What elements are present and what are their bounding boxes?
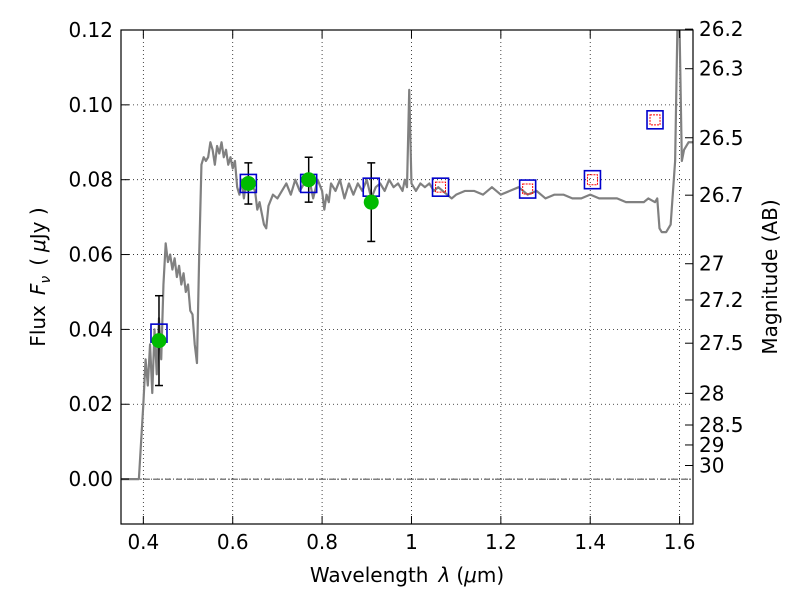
spectrum-line — [121, 30, 693, 481]
y-tick-label: 0.08 — [68, 168, 113, 192]
y-tick-label: 0.00 — [68, 467, 113, 491]
data-layer — [121, 30, 693, 481]
y2-tick-label: 26.5 — [699, 126, 744, 150]
model-square-marker — [431, 177, 450, 197]
y2-tick-label: 27.5 — [699, 331, 744, 355]
y2-tick-label: 30 — [699, 454, 724, 478]
observed-point — [363, 194, 379, 210]
x-tick-label: 1 — [405, 530, 418, 554]
x-tick-label: 0.6 — [217, 530, 249, 554]
x-tick-label: 1.6 — [664, 530, 696, 554]
model-inner-marker — [586, 174, 598, 186]
y2-tick-label: 29 — [699, 433, 724, 457]
y-axis-title: FluxFν(μJy ) — [26, 207, 54, 346]
model-square-marker — [518, 179, 537, 199]
model-inner-marker — [522, 183, 534, 195]
plot-area — [121, 30, 693, 481]
model-inner-marker — [435, 181, 447, 193]
y-tick-label: 0.10 — [68, 93, 113, 117]
y-tick-label: 0.04 — [68, 317, 113, 341]
y2-tick-label: 28.5 — [699, 413, 744, 437]
model-square-marker — [646, 110, 664, 130]
x-tick-label: 0.8 — [306, 530, 338, 554]
y-tick-label: 0.12 — [68, 18, 113, 42]
x-tick-label: 1.4 — [574, 530, 606, 554]
observed-point — [240, 175, 256, 191]
y2-tick-label: 28 — [699, 381, 724, 405]
plot-frame — [120, 29, 694, 525]
model-square-marker — [239, 173, 258, 194]
y2-axis-title: Magnitude (AB) — [758, 199, 782, 354]
y2-tick-label: 26.3 — [699, 57, 744, 81]
y2-tick-label: 26.7 — [699, 183, 744, 207]
axis-layer: 0.4 0.6 0.8 1 1.2 1.4 1.6 0.00 0.02 0.04 0.06 0.08 0… — [68, 17, 743, 554]
y-tick-label: 0.02 — [68, 392, 113, 416]
observed-point — [301, 172, 317, 188]
observed-point — [151, 333, 167, 349]
x-tick-label: 0.4 — [127, 530, 159, 554]
grid-layer — [121, 29, 693, 524]
y2-tick-label: 27 — [699, 252, 724, 276]
x-tick-label: 1.2 — [485, 530, 517, 554]
x-axis-title: Wavelength λ (μm) — [310, 563, 504, 587]
y2-tick-label: 27.2 — [699, 288, 744, 312]
y2-tick-label: 26.2 — [699, 17, 744, 41]
model-inner-marker — [649, 114, 661, 126]
model-square-marker — [583, 169, 602, 190]
y-tick-label: 0.06 — [68, 243, 113, 267]
